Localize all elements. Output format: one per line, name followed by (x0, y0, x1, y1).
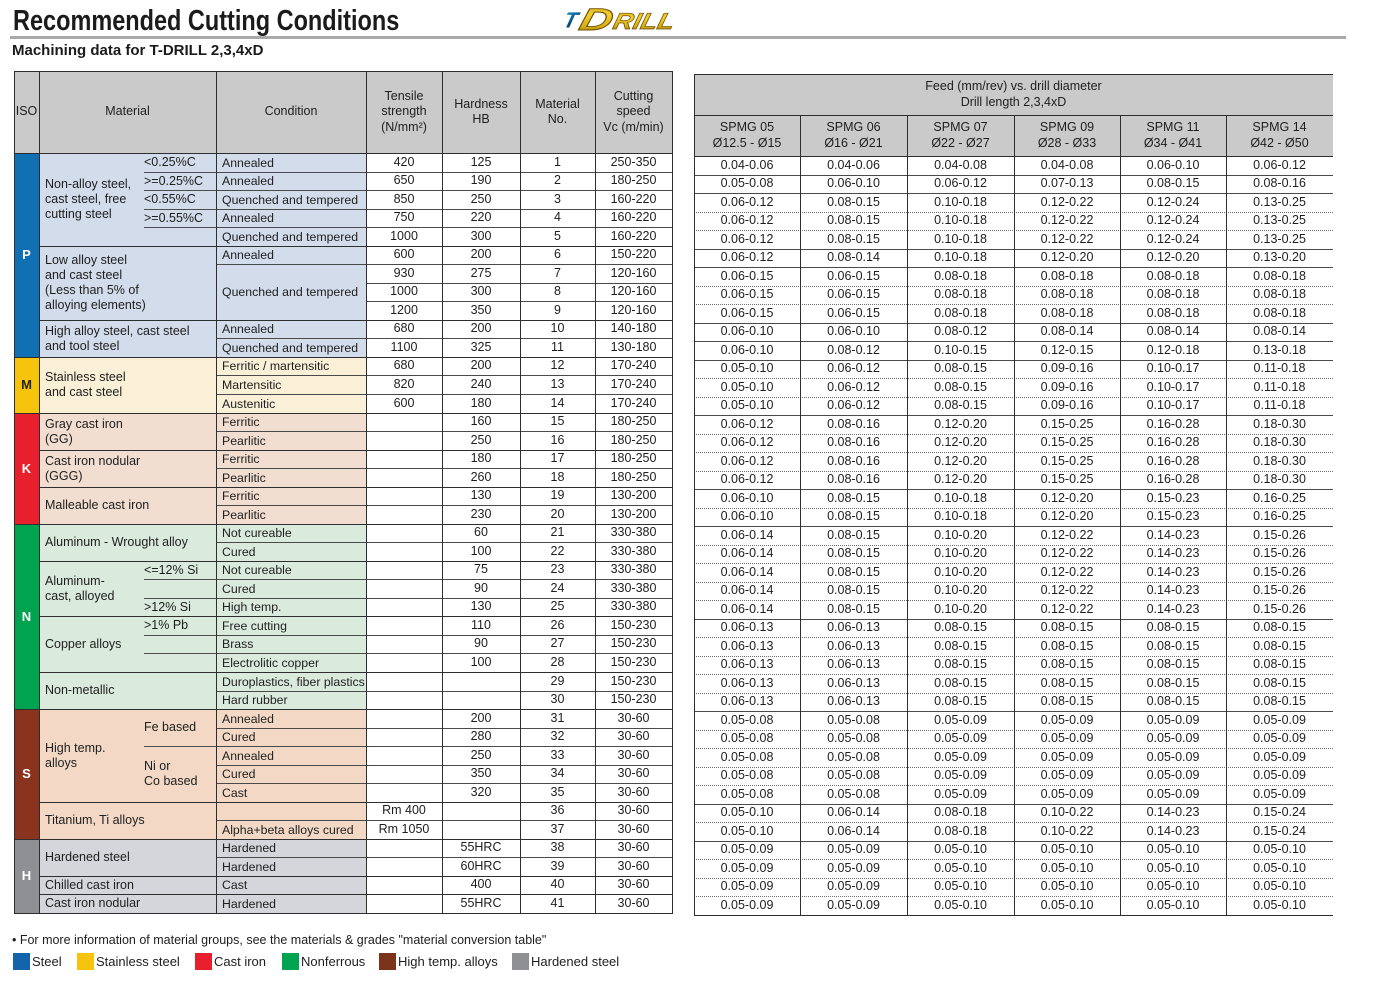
svg-text:RILL: RILL (611, 8, 678, 34)
